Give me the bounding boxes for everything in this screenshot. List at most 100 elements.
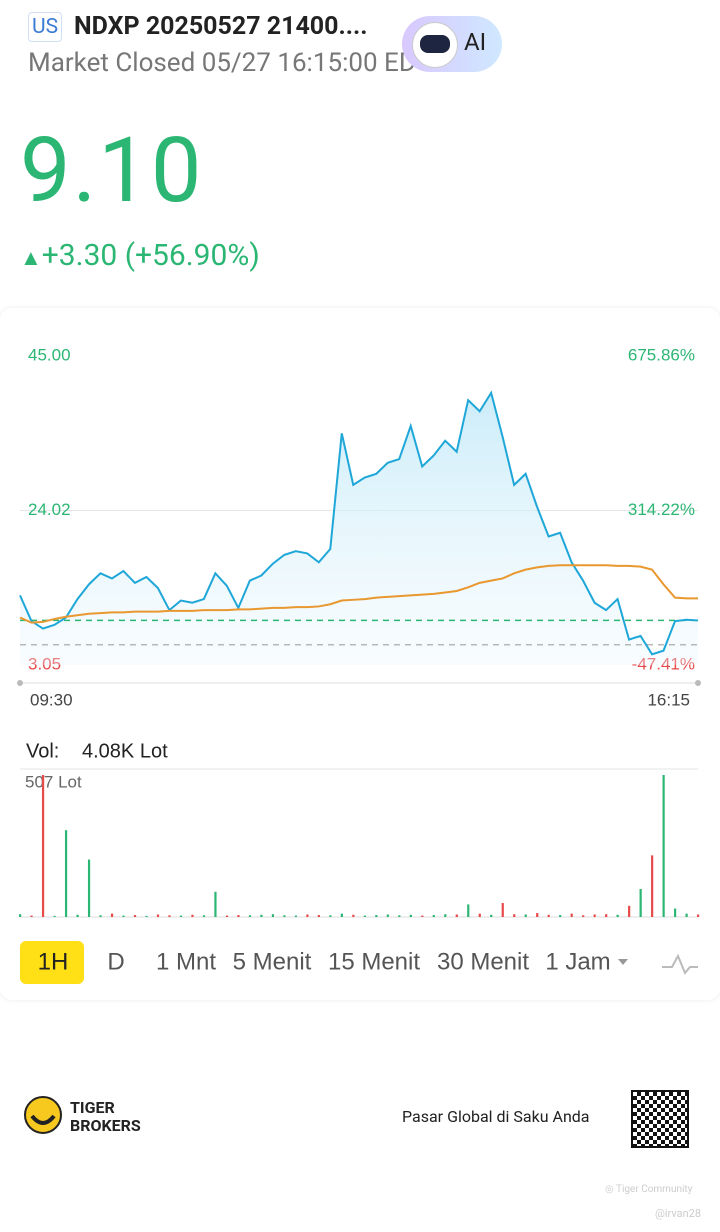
volume-bar xyxy=(156,914,160,917)
ai-label: AI xyxy=(464,28,487,56)
volume-bar xyxy=(628,905,631,917)
change-text: +3.30 (+56.90%) xyxy=(41,238,260,273)
volume-bar xyxy=(294,915,297,917)
volume-bar xyxy=(616,914,619,917)
volume-bar xyxy=(467,904,470,917)
volume-bar xyxy=(363,915,366,917)
volume-bar xyxy=(283,915,286,917)
tiger-logo xyxy=(24,1096,62,1134)
x-tick-label: 16:15 xyxy=(647,690,690,709)
dropdown-arrow xyxy=(618,959,628,965)
volume-bar xyxy=(64,830,68,917)
volume-bar xyxy=(444,914,447,917)
volume-bar xyxy=(168,915,171,917)
volume-bar xyxy=(455,914,458,917)
symbol: NDXP 20250527 21400.... xyxy=(74,12,368,41)
volume-bar xyxy=(122,915,125,917)
volume-bar xyxy=(225,915,229,917)
y2-tick-label: 314.22% xyxy=(628,500,695,519)
volume-bar xyxy=(179,915,183,917)
volume-bar xyxy=(237,915,240,917)
volume-bar xyxy=(191,914,194,917)
qr-code xyxy=(631,1090,689,1148)
change: ▲+3.30 (+56.90%) xyxy=(20,238,260,273)
y-tick-label: 507 Lot xyxy=(25,772,82,791)
volume-bar xyxy=(340,913,343,917)
volume-bar xyxy=(432,915,435,917)
axis-end xyxy=(695,680,701,686)
period-button[interactable]: 1 Jam xyxy=(545,948,610,975)
volume-bar xyxy=(76,914,79,917)
volume-bar xyxy=(536,913,539,917)
volume-total: 4.08K Lot xyxy=(82,740,168,762)
volume-bar xyxy=(524,914,527,917)
brand-line2: BROKERS xyxy=(70,1116,141,1135)
volume-bar xyxy=(260,914,263,917)
volume-bar xyxy=(386,914,389,917)
volume-bar xyxy=(202,915,206,917)
y2-tick-label: 675.86% xyxy=(628,345,695,364)
volume-bar xyxy=(421,915,424,917)
user: @irvan28 xyxy=(655,1207,702,1220)
volume-bar xyxy=(559,915,562,917)
volume-bar xyxy=(375,915,378,917)
volume-bar xyxy=(30,915,33,917)
volume-bar xyxy=(674,908,677,917)
period-button[interactable]: 1 Mnt xyxy=(156,948,216,975)
market-badge: US xyxy=(28,12,62,42)
period-button[interactable]: 1H xyxy=(38,948,69,975)
volume-bar xyxy=(501,902,504,917)
indicator-icon[interactable] xyxy=(662,953,698,975)
ai-icon xyxy=(412,22,458,68)
volume-bar xyxy=(214,891,217,917)
volume-bar xyxy=(582,915,585,917)
volume-bar xyxy=(409,914,412,917)
volume-bar xyxy=(490,914,493,917)
volume-bar xyxy=(248,915,252,917)
period-button[interactable]: D xyxy=(107,948,124,975)
axis-end xyxy=(17,680,23,686)
volume-bar xyxy=(110,913,114,917)
status: Market Closed 05/27 16:15:00 EDT xyxy=(28,48,432,78)
volume-bar xyxy=(547,914,550,917)
volume-bar xyxy=(53,915,56,917)
volume-bar xyxy=(398,915,401,917)
volume-bar xyxy=(662,775,665,917)
watermark: ◎ Tiger Community xyxy=(605,1184,693,1195)
x-tick-label: 09:30 xyxy=(30,690,73,709)
volume-bar xyxy=(87,859,91,917)
volume-bar xyxy=(478,913,481,917)
brand-line1: TIGER xyxy=(70,1098,115,1117)
volume-bar xyxy=(513,914,516,917)
volume-bar xyxy=(570,913,573,917)
volume-bar xyxy=(605,914,608,917)
chart: 45.0024.023.05675.86%314.22%-47.41%09:30… xyxy=(17,345,701,984)
price-area xyxy=(20,392,698,665)
volume-bar xyxy=(329,915,332,917)
volume-label: Vol: xyxy=(26,740,59,762)
volume-bar xyxy=(41,775,45,917)
volume-bar xyxy=(593,914,596,917)
y-tick-label: 24.02 xyxy=(28,500,71,519)
volume-bar xyxy=(306,914,309,917)
volume-bar xyxy=(651,855,654,917)
volume-bar xyxy=(317,915,320,917)
period-button[interactable]: 5 Menit xyxy=(233,948,312,975)
volume-bar xyxy=(99,915,102,917)
watermark-text: Tiger Community xyxy=(616,1184,693,1195)
volume-bar xyxy=(639,888,642,917)
series-line xyxy=(19,564,698,624)
volume-bar xyxy=(145,915,148,917)
volume-bar xyxy=(271,914,275,917)
brand: TIGER BROKERS xyxy=(70,1099,141,1135)
ai-button[interactable]: AI xyxy=(402,16,502,72)
volume-bar xyxy=(685,913,688,917)
volume-bar xyxy=(19,914,22,917)
period-button[interactable]: 30 Menit xyxy=(437,948,529,975)
y-tick-label: 45.00 xyxy=(28,345,71,364)
volume-bar xyxy=(133,915,137,917)
period-button[interactable]: 15 Menit xyxy=(328,948,420,975)
volume-bar xyxy=(352,914,355,917)
slogan: Pasar Global di Saku Anda xyxy=(402,1107,590,1126)
